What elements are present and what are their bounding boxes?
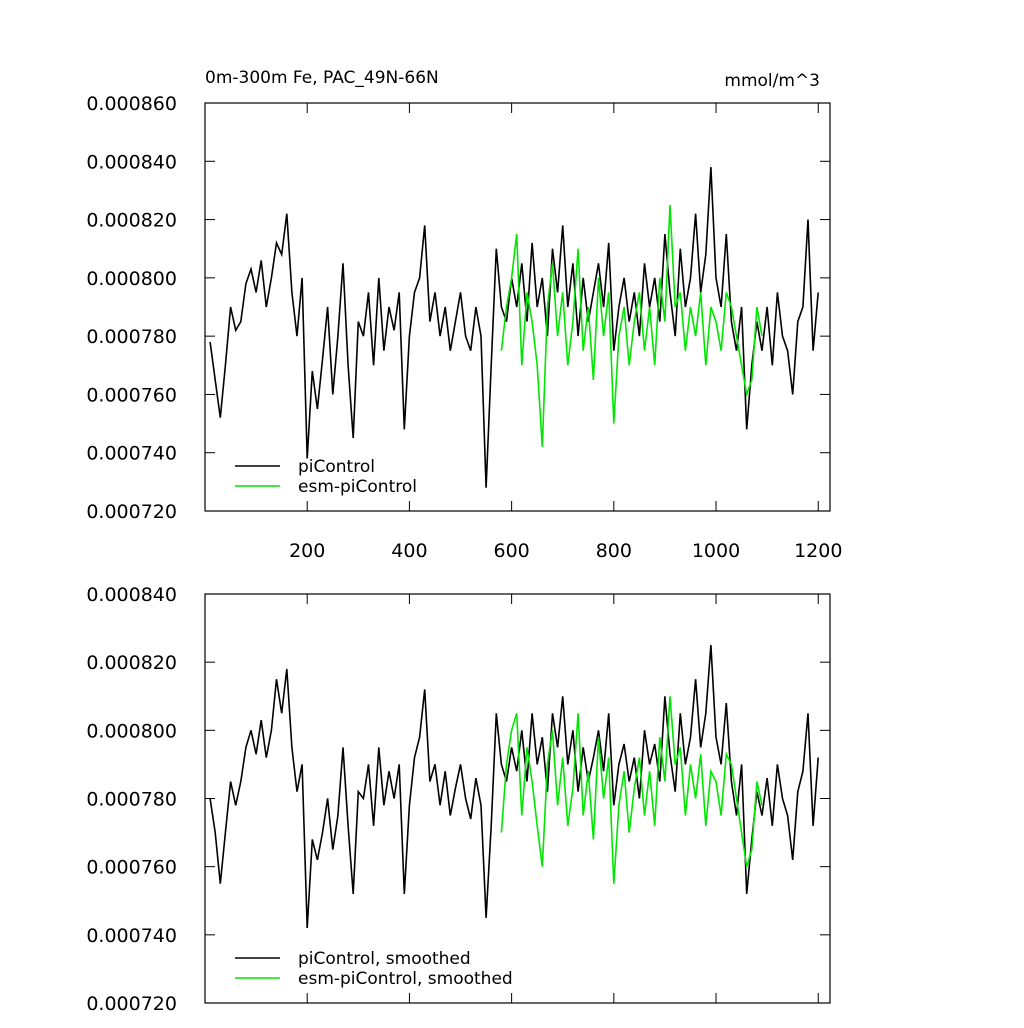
y-tick-label: 0.000860	[86, 93, 177, 115]
x-tick-label: 1200	[794, 540, 842, 562]
y-tick-label: 0.000780	[86, 789, 177, 811]
x-tick-label: 200	[289, 540, 325, 562]
y-tick-label: 0.000720	[86, 501, 177, 523]
y-tick-label: 0.000740	[86, 443, 177, 465]
y-tick-label: 0.000760	[86, 384, 177, 406]
series-line	[500, 204, 763, 447]
series-line	[209, 645, 819, 929]
x-tick-label: 800	[596, 540, 632, 562]
y-tick-label: 0.000820	[86, 652, 177, 674]
y-tick-label: 0.000820	[86, 210, 177, 232]
y-tick-label: 0.000800	[86, 268, 177, 290]
y-tick-label: 0.000800	[86, 720, 177, 742]
legend-label: esm-piControl, smoothed	[298, 969, 513, 989]
x-tick-label: 1000	[692, 540, 740, 562]
legend-label: piControl	[298, 457, 375, 477]
x-tick-label: 600	[493, 540, 529, 562]
legend-label: esm-piControl	[298, 477, 417, 497]
legend-label: piControl, smoothed	[298, 949, 471, 969]
y-tick-label: 0.000840	[86, 584, 177, 606]
y-tick-label: 0.000760	[86, 857, 177, 879]
chart-title: 0m-300m Fe, PAC_49N-66N	[205, 68, 439, 88]
plot-frame	[204, 102, 831, 512]
y-tick-label: 0.000740	[86, 925, 177, 947]
series-line	[500, 696, 763, 884]
y-tick-label: 0.000780	[86, 326, 177, 348]
x-tick-label: 400	[391, 540, 427, 562]
series-line	[209, 167, 819, 488]
y-tick-label: 0.000720	[86, 993, 177, 1015]
units-label: mmol/m^3	[724, 71, 820, 91]
y-tick-label: 0.000840	[86, 151, 177, 173]
